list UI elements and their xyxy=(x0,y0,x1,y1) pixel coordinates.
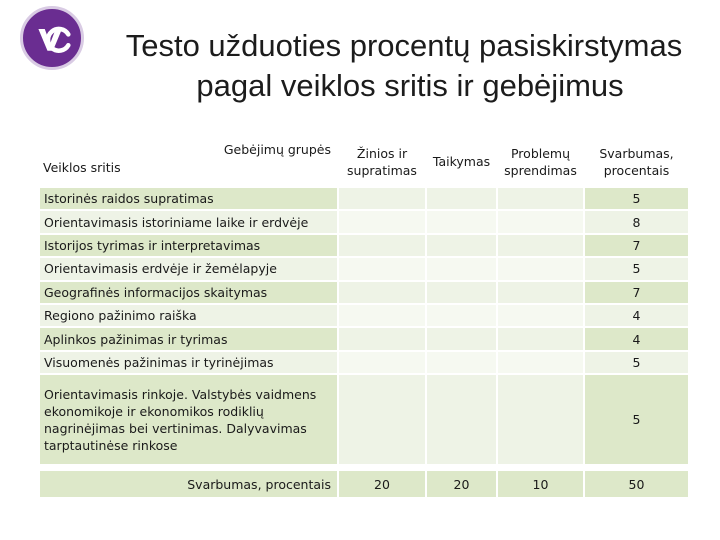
table-row: Geografinės informacijos skaitymas 7 xyxy=(38,279,690,305)
row-weight: 4 xyxy=(583,302,690,329)
table-row: Istorijos tyrimas ir interpretavimas 7 xyxy=(38,232,690,259)
totals-label: Svarbumas, procentais xyxy=(38,469,339,500)
cell-application xyxy=(425,373,498,467)
cell-problem-solving xyxy=(496,209,585,235)
table-row: Regiono pažinimo raiška 4 xyxy=(38,302,690,329)
cell-problem-solving xyxy=(496,326,585,352)
row-weight: 5 xyxy=(583,256,690,282)
total-knowledge: 20 xyxy=(337,469,427,500)
cell-knowledge xyxy=(337,209,427,235)
corner-header: Gebėjimų grupės Veiklos sritis xyxy=(38,135,339,188)
corner-header-areas: Veiklos sritis xyxy=(43,160,121,175)
row-area-label: Geografinės informacijos skaitymas xyxy=(38,279,339,305)
vu-logo-icon xyxy=(20,6,84,70)
row-area-label: Istorijos tyrimas ir interpretavimas xyxy=(38,232,339,259)
cell-application xyxy=(425,256,498,282)
row-area-label: Aplinkos pažinimas ir tyrimas xyxy=(38,326,339,352)
cell-knowledge xyxy=(337,349,427,376)
distribution-table: Gebėjimų grupės Veiklos sritis Žinios ir… xyxy=(38,135,690,500)
row-weight: 5 xyxy=(583,185,690,212)
cell-application xyxy=(425,232,498,259)
table-header-row: Gebėjimų grupės Veiklos sritis Žinios ir… xyxy=(38,135,690,188)
cell-problem-solving xyxy=(496,373,585,467)
table-row: Orientavimasis erdvėje ir žemėlapyje 5 xyxy=(38,256,690,282)
cell-problem-solving xyxy=(496,232,585,259)
row-area-label: Istorinės raidos supratimas xyxy=(38,185,339,212)
row-area-label: Orientavimasis rinkoje. Valstybės vaidme… xyxy=(38,373,339,467)
cell-application xyxy=(425,185,498,212)
totals-row: Svarbumas, procentais 20 20 10 50 xyxy=(38,469,690,500)
cell-knowledge xyxy=(337,326,427,352)
cell-problem-solving xyxy=(496,349,585,376)
row-area-label: Orientavimasis erdvėje ir žemėlapyje xyxy=(38,256,339,282)
cell-knowledge xyxy=(337,302,427,329)
row-weight: 5 xyxy=(583,373,690,467)
row-weight: 8 xyxy=(583,209,690,235)
total-application: 20 xyxy=(425,469,498,500)
corner-header-groups: Gebėjimų grupės xyxy=(223,142,331,157)
title-line-2: pagal veiklos sritis ir gebėjimus xyxy=(196,68,624,103)
cell-problem-solving xyxy=(496,185,585,212)
cell-knowledge xyxy=(337,279,427,305)
table-row: Aplinkos pažinimas ir tyrimas 4 xyxy=(38,326,690,352)
cell-problem-solving xyxy=(496,256,585,282)
cell-application xyxy=(425,326,498,352)
cell-knowledge xyxy=(337,373,427,467)
column-header-problem-solving: Problemų sprendimas xyxy=(496,135,585,188)
cell-application xyxy=(425,349,498,376)
cell-knowledge xyxy=(337,256,427,282)
row-area-label: Orientavimasis istoriniame laike ir erdv… xyxy=(38,209,339,235)
table-row: Istorinės raidos supratimas 5 xyxy=(38,185,690,212)
cell-problem-solving xyxy=(496,279,585,305)
table-row: Orientavimasis rinkoje. Valstybės vaidme… xyxy=(38,373,690,467)
page-title: Testo užduoties procentų pasiskirstymas … xyxy=(88,26,720,106)
row-area-label: Regiono pažinimo raiška xyxy=(38,302,339,329)
row-weight: 7 xyxy=(583,279,690,305)
table-row: Visuomenės pažinimas ir tyrinėjimas 5 xyxy=(38,349,690,376)
title-line-1: Testo užduoties procentų pasiskirstymas xyxy=(125,28,683,63)
cell-application xyxy=(425,209,498,235)
table-row: Orientavimasis istoriniame laike ir erdv… xyxy=(38,209,690,235)
row-weight: 7 xyxy=(583,232,690,259)
row-weight: 5 xyxy=(583,349,690,376)
cell-application xyxy=(425,302,498,329)
total-weight: 50 xyxy=(583,469,690,500)
cell-knowledge xyxy=(337,185,427,212)
row-weight: 4 xyxy=(583,326,690,352)
cell-knowledge xyxy=(337,232,427,259)
column-header-knowledge: Žinios ir supratimas xyxy=(337,135,427,188)
cell-problem-solving xyxy=(496,302,585,329)
column-header-application: Taikymas xyxy=(425,135,498,188)
row-area-label: Visuomenės pažinimas ir tyrinėjimas xyxy=(38,349,339,376)
column-header-weight: Svarbumas, procentais xyxy=(583,135,690,188)
table-spacer xyxy=(39,465,689,471)
cell-application xyxy=(425,279,498,305)
total-problem-solving: 10 xyxy=(496,469,585,500)
